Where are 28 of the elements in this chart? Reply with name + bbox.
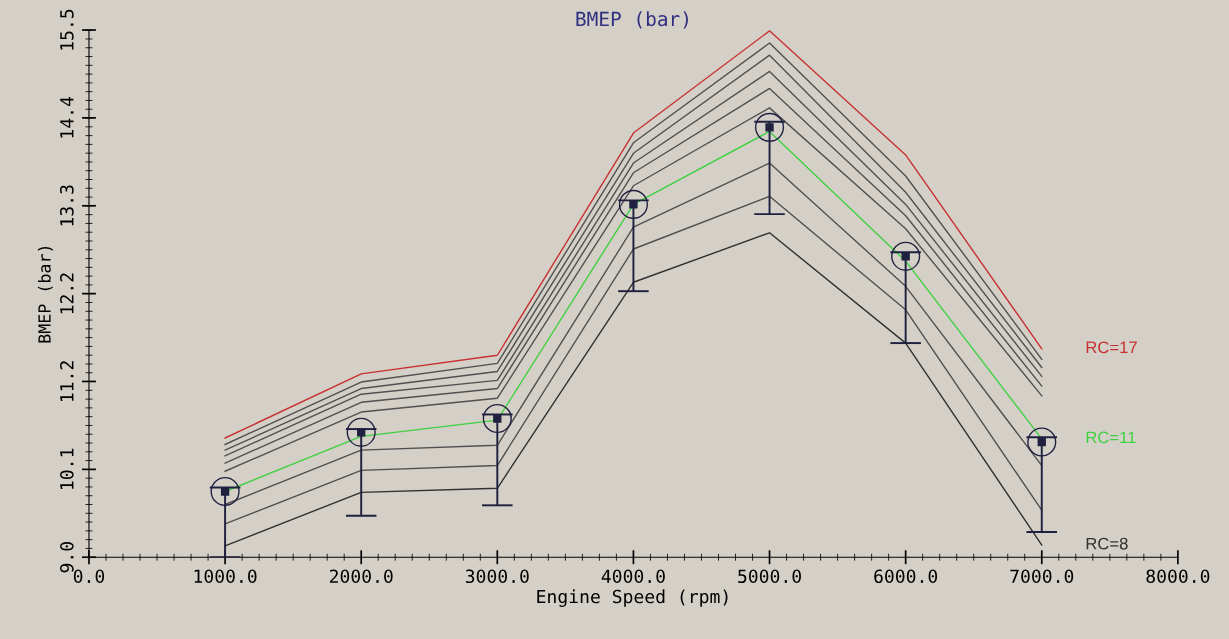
text: RC=8 — [1086, 537, 1128, 550]
y-tick-label: 15.5 — [60, 9, 74, 50]
y-tick-label: 9.0 — [60, 542, 74, 573]
y-tick-label: 13.3 — [60, 185, 74, 226]
x-tick-label: 3000.0 — [465, 569, 529, 584]
text: RC=17 — [1086, 341, 1137, 354]
line-series — [224, 232, 1043, 547]
x-tick-label: 2000.0 — [329, 569, 393, 584]
y-tick-label: 11.2 — [60, 361, 74, 402]
x-tick-label: 1000.0 — [194, 569, 257, 584]
x-tick-label: 6000.0 — [874, 569, 938, 584]
x-tick-label: 7000.0 — [1010, 569, 1074, 584]
chart-title: BMEP (bar) — [576, 11, 688, 29]
point — [754, 112, 785, 142]
point — [482, 403, 512, 434]
y-axis-title: BMEP (bar) — [37, 246, 53, 343]
y-tick-label: 12.2 — [60, 273, 74, 314]
point — [1027, 427, 1057, 457]
x-tick-label: 5000.0 — [738, 569, 801, 584]
point — [891, 241, 921, 271]
x-axis-title: Engine Speed (rpm) — [537, 589, 728, 607]
x-tick-label: 4000.0 — [601, 569, 665, 584]
x-tick-label: 0.0 — [73, 569, 105, 584]
x-tick-label: 8000.0 — [1146, 569, 1210, 584]
y-tick-label: 14.4 — [60, 96, 74, 138]
text: RC=11 — [1086, 431, 1136, 444]
y-tick-label: 10.1 — [60, 448, 74, 489]
point — [346, 417, 376, 447]
